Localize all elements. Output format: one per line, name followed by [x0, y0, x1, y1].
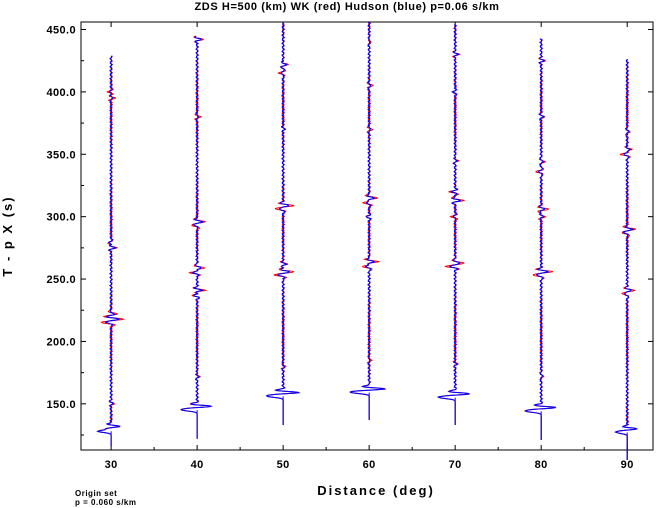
- y-tick-label: 400.0: [46, 87, 76, 99]
- x-tick-label: 70: [449, 459, 462, 471]
- trace-hudson-blue: [614, 58, 638, 460]
- plot-frame: [80, 21, 654, 451]
- trace-wk-red: [349, 21, 386, 421]
- y-axis: 150.0 200.0 250.0 300.0 350.0 400.0 450.0: [46, 24, 653, 436]
- trace-50deg: [265, 23, 301, 426]
- trace-hudson-blue: [96, 55, 121, 447]
- x-tick-label: 60: [363, 459, 376, 471]
- chart-title: ZDS H=500 (km) WK (red) Hudson (blue) p=…: [194, 1, 499, 13]
- trace-hudson-blue: [524, 38, 557, 441]
- trace-hudson-blue: [180, 35, 212, 439]
- trace-40deg: [179, 35, 213, 439]
- trace-hudson-blue: [265, 23, 301, 426]
- trace-60deg: [349, 21, 387, 421]
- y-tick-label: 150.0: [46, 399, 76, 411]
- trace-hudson-blue: [349, 22, 387, 421]
- trace-70deg: [437, 24, 471, 426]
- x-tick-label: 30: [105, 459, 118, 471]
- x-axis-label: Distance (deg): [317, 483, 435, 498]
- y-tick-label: 300.0: [46, 212, 76, 224]
- traces: [96, 21, 638, 460]
- trace-30deg: [96, 55, 126, 447]
- x-tick-label: 90: [621, 459, 634, 471]
- y-tick-label: 200.0: [46, 336, 76, 348]
- trace-hudson-blue: [437, 24, 470, 426]
- trace-90deg: [614, 58, 638, 460]
- x-tick-label: 50: [277, 459, 290, 471]
- trace-wk-red: [266, 23, 301, 426]
- trace-wk-red: [437, 24, 471, 426]
- y-axis-label: T - p X (s): [0, 195, 15, 276]
- y-tick-label: 250.0: [46, 274, 76, 286]
- y-tick-label: 350.0: [46, 149, 76, 161]
- footer-ray-parameter: p = 0.060 s/km: [75, 498, 136, 507]
- x-tick-label: 40: [191, 459, 204, 471]
- x-tick-label: 80: [535, 459, 548, 471]
- footer-origin: Origin set: [75, 489, 117, 498]
- y-tick-label: 450.0: [46, 24, 76, 36]
- trace-80deg: [523, 38, 557, 441]
